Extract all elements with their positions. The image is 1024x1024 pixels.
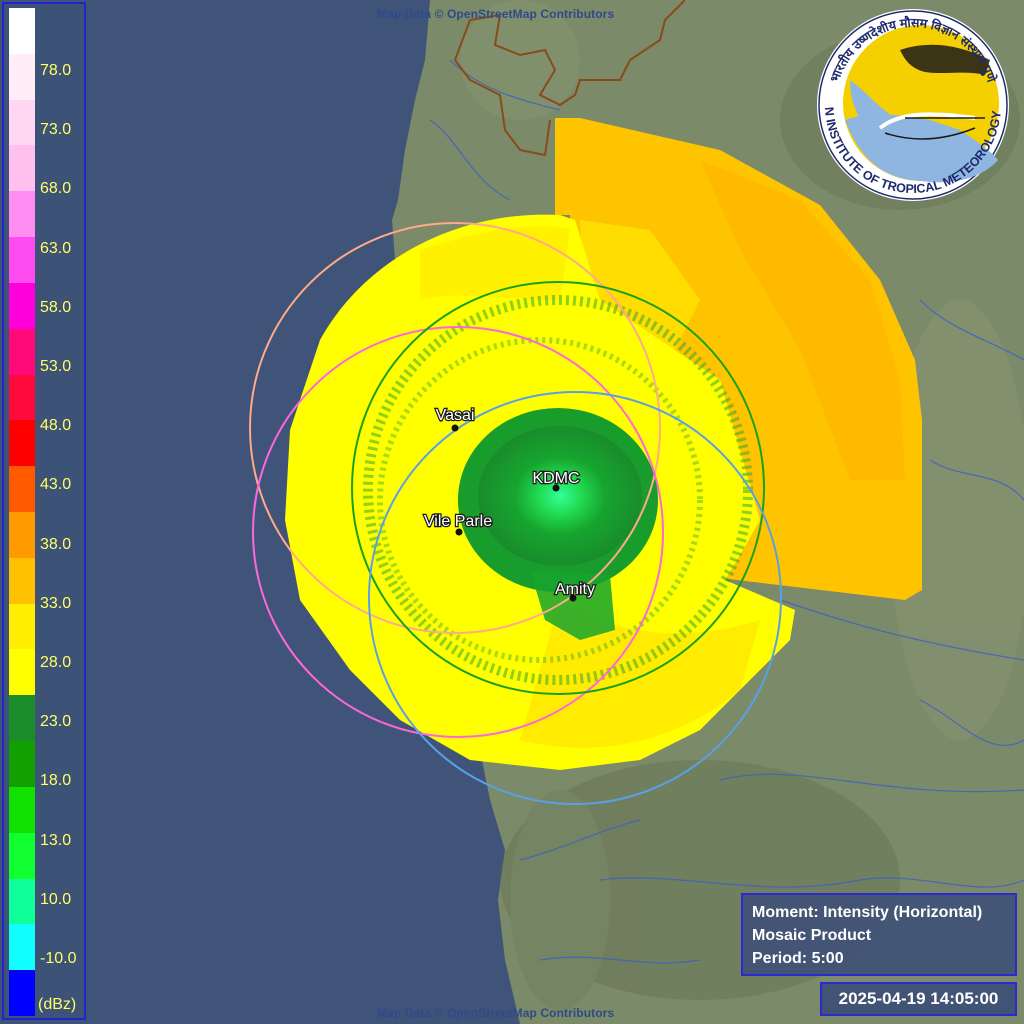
legend-swatch [9,970,35,1017]
legend-swatch [9,282,35,330]
station-vasai[interactable]: Vasai [434,406,476,432]
legend-swatch [9,191,35,238]
legend-tick-label: 28.0 [40,654,72,671]
legend-swatch [9,695,35,742]
station-amity[interactable]: Amity [554,580,596,602]
legend-tick-label: 73.0 [40,121,72,139]
legend-swatch [9,786,35,834]
legend-swatch [9,374,35,421]
legend-swatch [9,145,35,192]
legend-tick-label: 38.0 [40,535,72,553]
legend-swatch [9,328,35,376]
legend-swatch [9,741,35,788]
legend-tick-label: 13.0 [40,831,72,849]
legend-tick-label: 18.0 [40,772,72,790]
coverage-circle-amity [368,391,782,805]
legend-tick-label: 23.0 [40,713,72,731]
legend-swatch [9,878,35,925]
coverage-circle-vasai [249,222,661,634]
coverage-circle-kdmc [351,281,765,695]
map-attribution-bottom: Map Data © OpenStreetMap Contributors [377,1006,615,1020]
legend-swatch [9,53,35,101]
radar-core [458,408,658,640]
legend-tick-label: 63.0 [40,239,72,257]
legend-swatch [9,649,35,696]
timestamp: 2025-04-19 14:05:00 [820,982,1017,1016]
rivers [429,59,1024,964]
legend-unit: (dBz) [38,996,77,1013]
station-label-vile-parle: Vile Parle [424,513,492,530]
station-kdmc[interactable]: KDMC [531,469,581,492]
legend-swatch [9,420,35,467]
legend-swatch [9,924,35,971]
coverage-circle-vile-parle [252,326,664,738]
legend-tick-label: 33.0 [40,594,72,612]
legend-swatch [9,99,35,146]
station-label-kdmc: KDMC [532,470,579,487]
legend-swatch [9,557,35,605]
coverage-circles [249,222,782,805]
legend-tick-label: 68.0 [40,180,72,198]
map-attribution-top: Map Data © OpenStreetMap Contributors [377,7,615,21]
legend-tick-label: 48.0 [40,417,72,435]
legend-swatch [9,237,35,284]
moment-label: Moment: Intensity (Horizontal) [752,904,983,921]
legend-tick-label: -10.0 [40,950,77,967]
legend-swatch [9,512,35,559]
legend-tick-label: 53.0 [40,358,72,375]
legend-tick-label: 10.0 [40,890,72,908]
station-label-amity: Amity [555,581,595,598]
legend-tick-label: 78.0 [40,62,72,79]
radar-ring-scatter [363,295,753,685]
legend-swatch [9,466,35,513]
legend-swatch [9,603,35,650]
color-legend: 78.0 73.0 68.0 63.0 58.0 53.0 48.0 43.0 38.0 33.0… [2,2,86,1020]
legend-swatch [9,832,35,880]
product-label: Mosaic Product [752,927,872,944]
district-border [454,0,686,157]
legend-tick-label: 43.0 [40,476,72,494]
legend-swatch [9,8,35,55]
info-panel: Moment: Intensity (Horizontal) Mosaic Pr… [741,893,1017,976]
period-label: Period: 5:00 [752,950,844,967]
legend-tick-label: 58.0 [40,298,72,316]
station-label-vasai: Vasai [436,407,475,424]
station-vile-parle[interactable]: Vile Parle [423,512,493,536]
